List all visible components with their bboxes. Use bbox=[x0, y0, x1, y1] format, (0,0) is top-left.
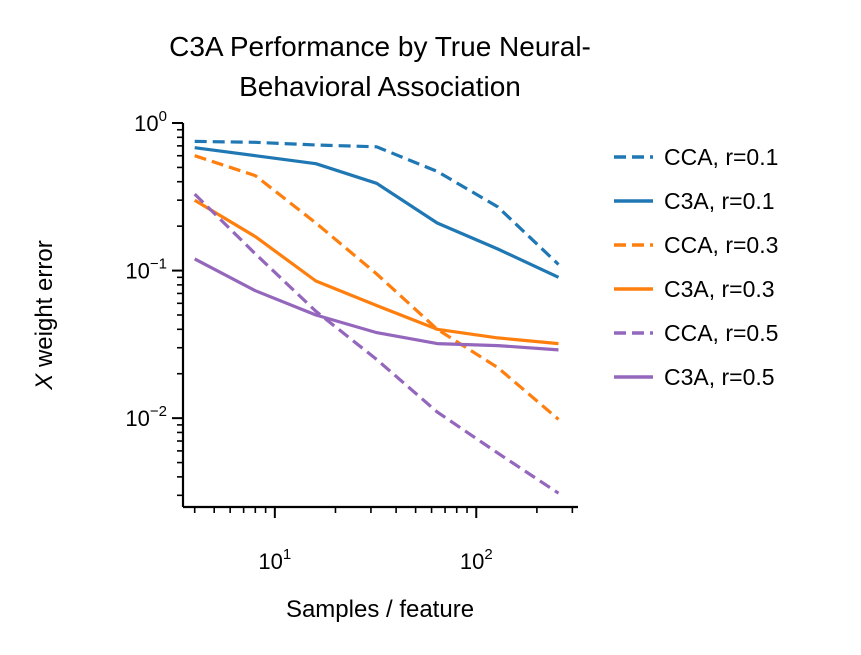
legend-label-3: CCA, r=0.3 bbox=[664, 232, 778, 258]
legend-label-5: CCA, r=0.5 bbox=[664, 320, 778, 346]
legend-label-4: C3A, r=0.3 bbox=[664, 276, 775, 302]
chart-title-line-2: Behavioral Association bbox=[239, 71, 521, 102]
legend: CCA, r=0.1 C3A, r=0.1 CCA, r=0.3 C3A, r=0.3… bbox=[614, 144, 778, 390]
plot-axes bbox=[181, 123, 578, 509]
y-tick-label: 10−2 bbox=[125, 403, 167, 431]
x-tick-label: 101 bbox=[258, 546, 291, 574]
legend-label-2: C3A, r=0.1 bbox=[664, 188, 775, 214]
series-line-2 bbox=[194, 146, 560, 279]
x-axis-label: Samples / feature bbox=[286, 596, 474, 623]
series-line-3 bbox=[194, 154, 560, 421]
series-line-6 bbox=[193, 257, 559, 352]
series-line-5 bbox=[193, 192, 560, 495]
legend-label-1: CCA, r=0.1 bbox=[664, 144, 778, 170]
x-tick-label: 102 bbox=[460, 546, 493, 574]
minor-ticks bbox=[177, 128, 574, 513]
legend-label-6: C3A, r=0.5 bbox=[664, 364, 775, 390]
series-line-1 bbox=[194, 139, 560, 266]
y-axis-label: X weight error bbox=[31, 240, 58, 390]
major-ticks: 101 102 100 10−1 10−2 bbox=[125, 108, 492, 574]
series-line-4 bbox=[193, 198, 559, 346]
y-tick-label: 10−1 bbox=[125, 256, 167, 284]
chart-title-line-1: C3A Performance by True Neural- bbox=[169, 31, 591, 62]
y-tick-label: 100 bbox=[134, 108, 167, 136]
series-lines bbox=[193, 139, 560, 495]
